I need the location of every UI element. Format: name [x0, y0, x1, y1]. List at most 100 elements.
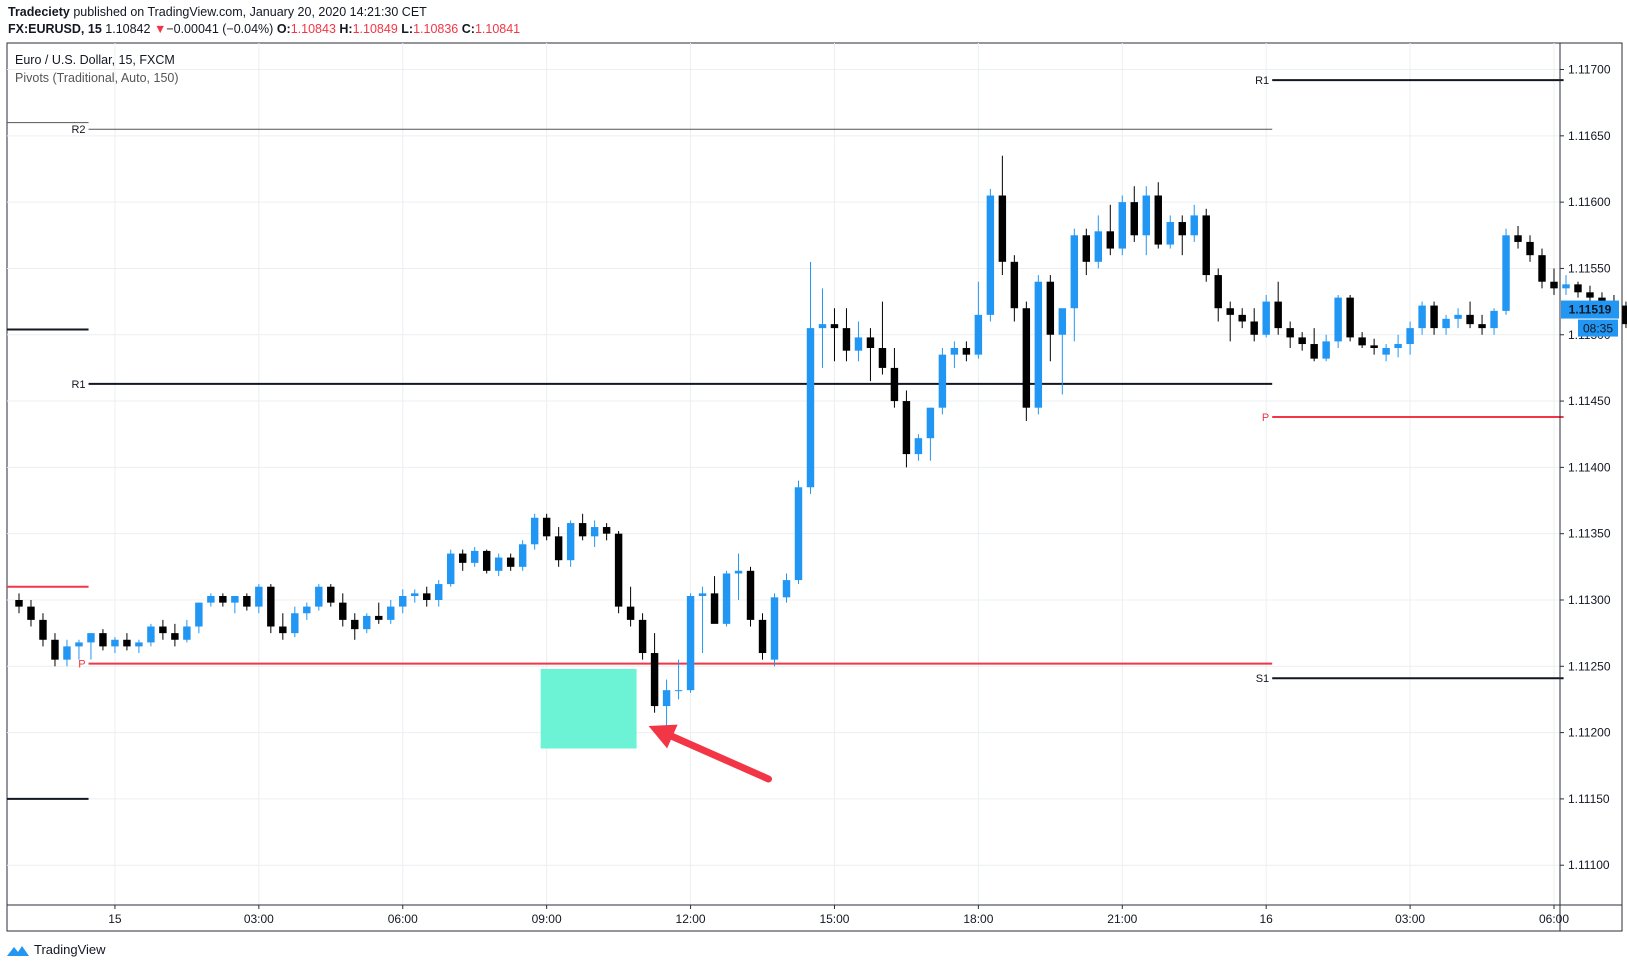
candle-body	[650, 653, 659, 707]
candle-body	[147, 626, 155, 643]
footer-brand: TradingView	[6, 942, 106, 957]
candle-body	[938, 354, 947, 408]
candle-body	[626, 606, 635, 620]
candle-body	[123, 639, 131, 647]
candle-body	[1322, 341, 1330, 359]
candle-body	[1430, 305, 1438, 329]
candle-body	[1178, 222, 1186, 236]
candle-body	[698, 593, 707, 597]
pivot-label: P	[1262, 412, 1269, 424]
candle-body	[1562, 284, 1570, 289]
candle-body	[1358, 337, 1366, 346]
candle-body	[435, 584, 443, 600]
candle-body	[518, 544, 527, 567]
candle-body	[842, 328, 851, 351]
candle-body	[734, 570, 743, 574]
candle-body	[806, 328, 815, 488]
candle-body	[1382, 348, 1390, 355]
candle-body	[411, 593, 419, 597]
time-tick-label: 03:00	[244, 912, 274, 926]
price-tag-box	[1561, 300, 1619, 319]
pivot-label: R1	[1255, 75, 1269, 87]
candle-body	[51, 639, 59, 660]
candle-body	[1238, 314, 1246, 322]
candle-body	[542, 517, 551, 537]
time-tick-label: 21:00	[1107, 912, 1137, 926]
candle-body	[291, 613, 299, 634]
candle-body	[339, 602, 347, 620]
candle-body	[1454, 314, 1462, 319]
candle-body	[1514, 235, 1522, 242]
candle-body	[554, 536, 563, 561]
candle-body	[902, 401, 911, 455]
arrow-shaft	[668, 732, 773, 783]
candle-body	[1190, 215, 1198, 236]
candle-body	[746, 570, 755, 620]
close-value: 1.10841	[474, 22, 521, 36]
candle-body	[363, 615, 371, 630]
price-tick-label: 1.11700	[1568, 63, 1611, 77]
candle-body	[255, 586, 263, 607]
candle-body	[638, 619, 647, 654]
candle-body	[854, 337, 863, 351]
candle-body	[219, 596, 227, 603]
candle-body	[1370, 345, 1378, 349]
price-tick-label: 1.11550	[1568, 261, 1611, 275]
candle-body	[1298, 337, 1306, 345]
candle-body	[662, 690, 671, 707]
candle-body	[1214, 275, 1222, 309]
time-tick-label: 09:00	[532, 912, 562, 926]
candle-body	[159, 626, 167, 634]
candle-body	[111, 639, 119, 647]
change-text: −0.00041 (−0.04%)	[166, 22, 274, 36]
time-axis[interactable]: 15 03:00 06:00 09:00 12:00 15:00 18:00 21:00 16 0…	[108, 905, 1569, 926]
candle-body	[39, 619, 47, 640]
candle-body	[1070, 235, 1079, 309]
candle-body	[1106, 231, 1115, 249]
candle-body	[1046, 281, 1055, 335]
candle-body	[1574, 284, 1582, 293]
candle-body	[1406, 328, 1414, 345]
candle-body	[303, 606, 311, 614]
price-tick-label: 1.11300	[1568, 593, 1611, 607]
price-tick-label: 1.11600	[1568, 195, 1611, 209]
candle-body	[243, 596, 251, 607]
candle-body	[1262, 301, 1270, 335]
price-tag-value: 1.11519	[1569, 303, 1612, 317]
candle-body	[207, 596, 215, 603]
candle-body	[1226, 308, 1234, 315]
candle-body	[1502, 235, 1510, 311]
chart-frame	[6, 42, 1623, 932]
price-axis[interactable]: 1.117001.116501.116001.115501.115001.114…	[1560, 63, 1611, 873]
candle-body	[446, 553, 455, 585]
candle-body	[1478, 324, 1486, 329]
candle-body	[1142, 195, 1150, 236]
candle-body	[986, 195, 995, 315]
candle-body	[950, 348, 959, 355]
countdown-value: 08:35	[1583, 322, 1613, 336]
candle-body	[1118, 202, 1126, 249]
chart-grid	[7, 43, 1560, 905]
low-value: 1.10836	[413, 22, 459, 36]
candle-body	[1094, 231, 1103, 262]
pivot-label: P	[78, 659, 85, 671]
candle-body	[231, 596, 239, 603]
candle-body	[818, 324, 827, 329]
candle-body	[75, 642, 83, 647]
candle-body	[279, 626, 287, 634]
candle-body	[63, 646, 71, 660]
candle-body	[794, 487, 803, 581]
candle-body	[1586, 292, 1594, 298]
highlight-box	[540, 668, 637, 749]
candle-body	[914, 438, 923, 455]
highlight-zone	[540, 668, 637, 749]
candle-body	[530, 517, 539, 545]
candle-body	[1526, 241, 1534, 256]
chart-header: Tradeciety published on TradingView.com,…	[8, 4, 520, 38]
time-tick-label: 06:00	[388, 912, 418, 926]
publish-info: published on TradingView.com, January 20…	[73, 5, 427, 19]
candle-body	[315, 586, 323, 607]
pivot-label: S1	[1256, 673, 1269, 685]
candle-body	[1550, 281, 1558, 289]
